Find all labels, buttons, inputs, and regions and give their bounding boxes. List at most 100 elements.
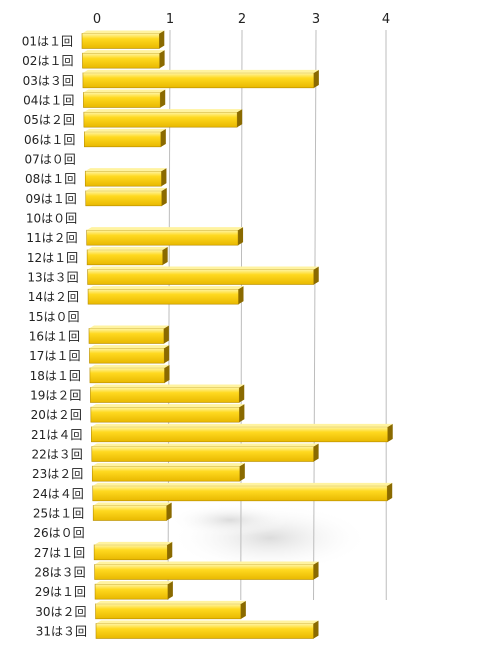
category-label: 31は３回 <box>36 625 87 639</box>
x-tick-label: 2 <box>238 12 246 27</box>
bar <box>92 502 172 521</box>
bar-face <box>82 72 315 89</box>
bar-end <box>161 168 167 187</box>
category-label: 05は２回 <box>24 113 75 127</box>
bar-face <box>88 328 165 344</box>
x-tick-label: 0 <box>93 12 101 27</box>
bar <box>90 404 245 423</box>
bar-top <box>82 30 165 34</box>
bar-end <box>239 404 245 423</box>
category-label: 06は１回 <box>24 133 75 147</box>
bar <box>92 482 393 502</box>
bar-face <box>84 131 162 148</box>
bar-face <box>91 465 241 482</box>
category-label: 22は３回 <box>32 448 83 462</box>
bar-face <box>91 446 314 462</box>
bar <box>87 286 244 305</box>
bar-end <box>164 364 170 383</box>
bar-top <box>88 286 244 290</box>
bar-end <box>159 50 165 69</box>
bar-top <box>92 463 245 467</box>
bar-top <box>91 423 393 427</box>
bar-top <box>87 246 168 250</box>
bar <box>93 541 173 561</box>
bar-end <box>313 443 319 462</box>
category-label: 19は２回 <box>30 389 81 403</box>
bar-end <box>167 541 173 560</box>
bars <box>81 30 393 639</box>
bar <box>88 325 169 344</box>
floor-shadow <box>170 504 370 572</box>
bar-end <box>240 600 246 619</box>
bar-end <box>160 89 166 108</box>
bar <box>81 30 165 49</box>
bar-top <box>91 443 319 447</box>
bar-top <box>87 266 319 270</box>
bar-top <box>85 168 167 172</box>
bar <box>91 423 393 443</box>
bar-end <box>238 286 244 305</box>
category-label: 29は１回 <box>35 585 86 599</box>
category-label: 08は１回 <box>25 172 76 186</box>
gridline <box>240 29 243 601</box>
bar-face <box>90 387 240 403</box>
bar-end <box>163 325 169 344</box>
bar-end <box>167 581 173 600</box>
bar <box>89 345 170 364</box>
category-label: 11は２回 <box>26 231 77 245</box>
category-label: 27は１回 <box>34 546 85 560</box>
bar <box>83 109 243 128</box>
bar-end <box>160 128 166 147</box>
bar-top <box>94 561 319 565</box>
category-label: 21は４回 <box>31 428 82 442</box>
category-label: 16は１回 <box>29 330 80 344</box>
bar-top <box>94 541 173 545</box>
bar <box>84 128 166 148</box>
category-label: 03は３回 <box>23 74 74 88</box>
bar-face <box>92 505 167 521</box>
bar-face <box>84 170 162 187</box>
bar-top <box>93 502 172 506</box>
bar-face <box>89 347 165 364</box>
bar-top <box>84 128 166 132</box>
x-tick-label: 1 <box>166 12 174 27</box>
category-label: 14は２回 <box>28 290 79 304</box>
category-labels: 01は１回 02は１回 03は３回 04は１回 05は２回 06は１回 07は０回 08は１回… <box>22 35 87 639</box>
bar-end <box>162 246 168 265</box>
bar-top <box>83 89 166 93</box>
category-label: 28は３回 <box>34 566 85 580</box>
bar-face <box>83 111 238 128</box>
bar-face <box>91 426 389 443</box>
bar-face <box>85 190 163 207</box>
category-label: 15は０回 <box>28 310 79 324</box>
bar-top <box>90 384 245 388</box>
bar-end <box>237 109 243 128</box>
bar-face <box>81 33 160 49</box>
bar-face <box>87 269 315 285</box>
category-label: 23は２回 <box>32 467 83 481</box>
bar-face <box>90 406 240 423</box>
category-label: 25は１回 <box>33 507 84 521</box>
category-label: 17は１回 <box>29 349 80 363</box>
bar-top <box>96 620 319 624</box>
gridline <box>313 29 317 601</box>
bar-top <box>89 345 170 349</box>
bar <box>87 266 319 285</box>
category-label: 02は１回 <box>22 54 73 68</box>
bar-end <box>239 384 245 403</box>
category-label: 12は１回 <box>27 251 78 265</box>
bar <box>95 600 246 620</box>
bar-end <box>164 345 170 364</box>
bar <box>85 187 167 207</box>
bar-face <box>89 367 165 384</box>
category-label: 13は３回 <box>27 271 78 285</box>
bar <box>91 443 319 462</box>
bar-end <box>166 502 172 521</box>
category-label: 18は１回 <box>30 369 81 383</box>
bar-face <box>95 603 242 620</box>
x-axis-ticks: 0 1 2 3 4 <box>93 12 390 27</box>
bar <box>89 364 170 384</box>
bar-end <box>161 187 167 206</box>
bar-top <box>90 404 245 408</box>
bar-top <box>82 50 165 54</box>
